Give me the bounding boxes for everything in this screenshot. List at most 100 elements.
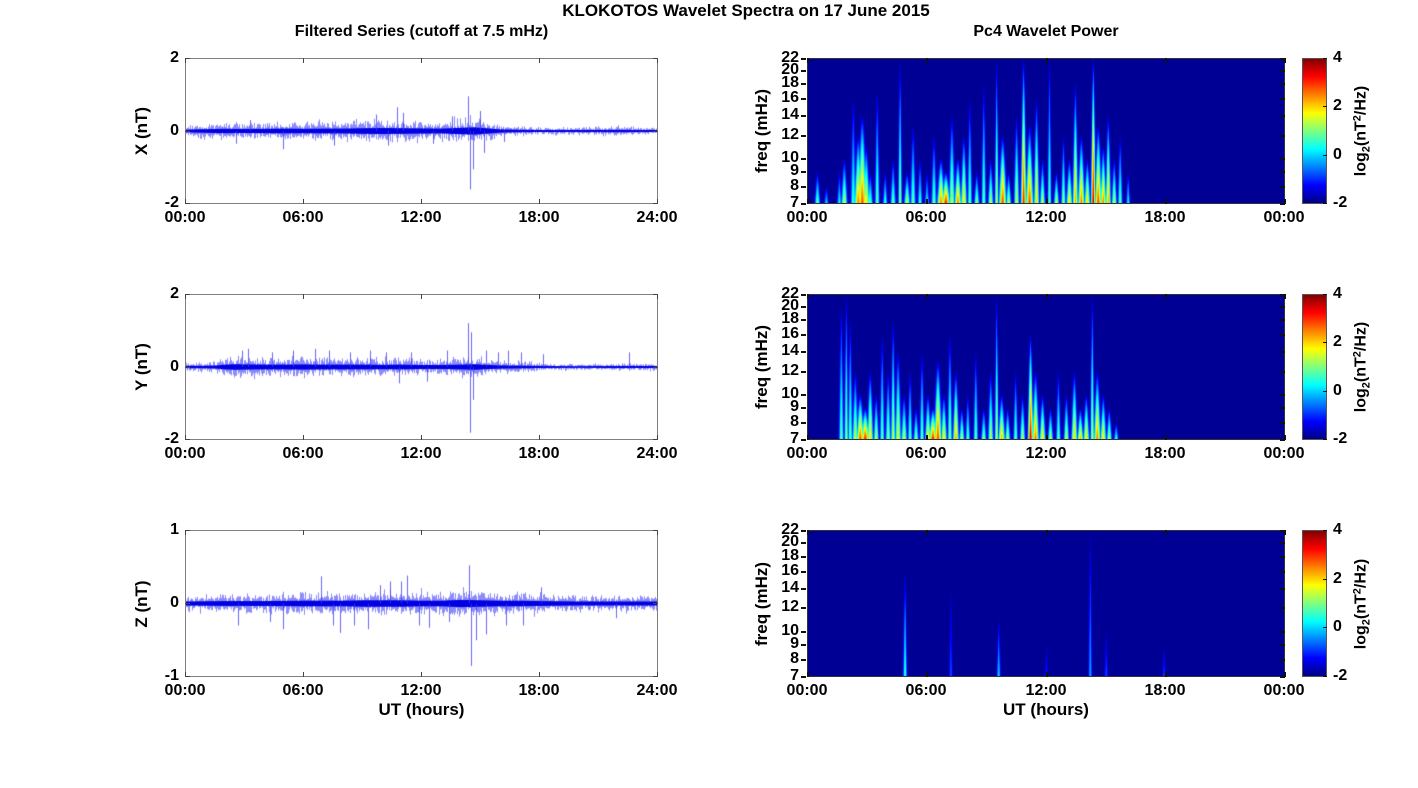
freq-tick-mark <box>1280 58 1285 60</box>
colorbar-label-superscript: 2 <box>1351 115 1364 122</box>
y-tick-mark <box>653 294 658 295</box>
freq-tick-label: 8 <box>790 650 799 667</box>
x-tick-mark <box>1284 435 1286 440</box>
freq-tick-label: 20 <box>781 533 799 550</box>
x-tick-mark <box>1046 58 1048 63</box>
freq-tick-mark <box>801 542 806 544</box>
panel-wavelet_x <box>801 58 1286 205</box>
freq-tick-mark <box>801 135 806 137</box>
x-tick-mark <box>657 530 658 535</box>
freq-tick-mark <box>1280 542 1285 544</box>
y-tick-label: 2 <box>170 285 179 302</box>
freq-tick-mark <box>801 351 806 353</box>
colorbar-tick-label: 2 <box>1333 333 1342 350</box>
y-tick-label: 0 <box>170 358 179 375</box>
y-tick-mark <box>653 676 658 677</box>
freq-tick-mark <box>1280 115 1285 117</box>
y-tick-label: 2 <box>170 49 179 66</box>
spectrogram-canvas-wavelet_z <box>807 530 1285 677</box>
colorbar-label: log2(nT2/Hz) <box>1352 86 1373 176</box>
freq-tick-label: 20 <box>781 297 799 314</box>
y-axis-label-series_z: Z (nT) <box>132 579 151 628</box>
y-tick-mark <box>653 58 658 59</box>
freq-tick-mark <box>801 294 806 296</box>
freq-tick-mark <box>1280 186 1285 188</box>
y-tick-mark <box>653 439 658 440</box>
x-tick-mark <box>303 435 304 440</box>
freq-axis-label: freq (mHz) <box>752 324 771 410</box>
freq-tick-label: 14 <box>781 106 799 123</box>
x-tick-label: 18:00 <box>1144 445 1186 462</box>
freq-tick-mark <box>1280 98 1285 100</box>
freq-tick-label: 9 <box>790 398 799 415</box>
x-tick-label: 00:00 <box>164 445 206 462</box>
x-tick-mark <box>421 294 422 299</box>
x-tick-label: 00:00 <box>786 682 828 699</box>
x-tick-label: 18:00 <box>1144 682 1186 699</box>
x-tick-mark <box>1284 294 1286 299</box>
freq-tick-mark <box>801 186 806 188</box>
colorbar-tick-label: -2 <box>1333 667 1348 684</box>
y-tick-label: -1 <box>164 667 179 684</box>
freq-tick-mark <box>801 407 806 409</box>
x-tick-mark <box>926 58 928 63</box>
freq-tick-mark <box>1280 294 1285 296</box>
freq-tick-mark <box>1280 422 1285 424</box>
freq-tick-mark <box>1280 659 1285 661</box>
freq-tick-mark <box>801 556 806 558</box>
x-tick-mark <box>539 530 540 535</box>
y-tick-mark <box>653 131 658 132</box>
x-tick-mark <box>807 199 809 204</box>
freq-tick-mark <box>801 306 806 308</box>
x-tick-mark <box>1284 672 1286 677</box>
freq-tick-label: 14 <box>781 579 799 596</box>
freq-tick-label: 12 <box>781 362 799 379</box>
x-tick-label: 00:00 <box>164 682 206 699</box>
freq-tick-mark <box>801 530 806 532</box>
freq-tick-mark <box>801 644 806 646</box>
freq-tick-mark <box>1280 394 1285 396</box>
y-tick-label: 1 <box>170 521 179 538</box>
x-tick-mark <box>1165 294 1167 299</box>
freq-tick-label: 10 <box>781 149 799 166</box>
freq-tick-mark <box>801 203 806 205</box>
x-tick-mark <box>1284 530 1286 535</box>
freq-tick-mark <box>1280 171 1285 173</box>
freq-tick-mark <box>801 58 806 60</box>
y-tick-mark <box>185 367 190 368</box>
x-tick-mark <box>926 672 928 677</box>
colorbar-label-text: /Hz) <box>1352 85 1370 116</box>
freq-tick-mark <box>1280 588 1285 590</box>
x-tick-label: 00:00 <box>1263 682 1305 699</box>
spectrogram-canvas-wavelet_y <box>807 294 1285 440</box>
freq-tick-label: 18 <box>781 310 799 327</box>
freq-tick-label: 8 <box>790 413 799 430</box>
colorbar-label-text: log <box>1352 388 1370 413</box>
x-tick-mark <box>539 58 540 63</box>
x-tick-mark <box>1165 58 1167 63</box>
panel-wavelet_y <box>801 294 1286 441</box>
panel-wavelet_z <box>801 530 1286 678</box>
x-tick-mark <box>539 435 540 440</box>
y-axis-label-series_y: Y (nT) <box>132 343 151 391</box>
freq-tick-mark <box>1280 530 1285 532</box>
x-tick-mark <box>421 672 422 677</box>
freq-tick-mark <box>1280 83 1285 85</box>
x-tick-mark <box>807 672 809 677</box>
freq-tick-mark <box>1280 306 1285 308</box>
x-tick-label: 06:00 <box>282 682 324 699</box>
y-tick-mark <box>653 367 658 368</box>
freq-tick-label: 9 <box>790 635 799 652</box>
x-tick-label: 00:00 <box>164 209 206 226</box>
colorbar-label-superscript: 2 <box>1351 351 1364 358</box>
colorbar-label-subscript: 2 <box>1360 146 1373 153</box>
y-tick-mark <box>653 530 658 531</box>
colorbar-tick-label: 4 <box>1333 521 1342 538</box>
x-tick-mark <box>807 58 809 63</box>
freq-tick-label: 7 <box>790 430 799 447</box>
x-tick-label: 18:00 <box>518 445 560 462</box>
freq-tick-mark <box>801 571 806 573</box>
y-tick-label: -2 <box>164 194 179 211</box>
freq-tick-mark <box>801 371 806 373</box>
colorbar-label-text: (nT <box>1352 121 1370 147</box>
